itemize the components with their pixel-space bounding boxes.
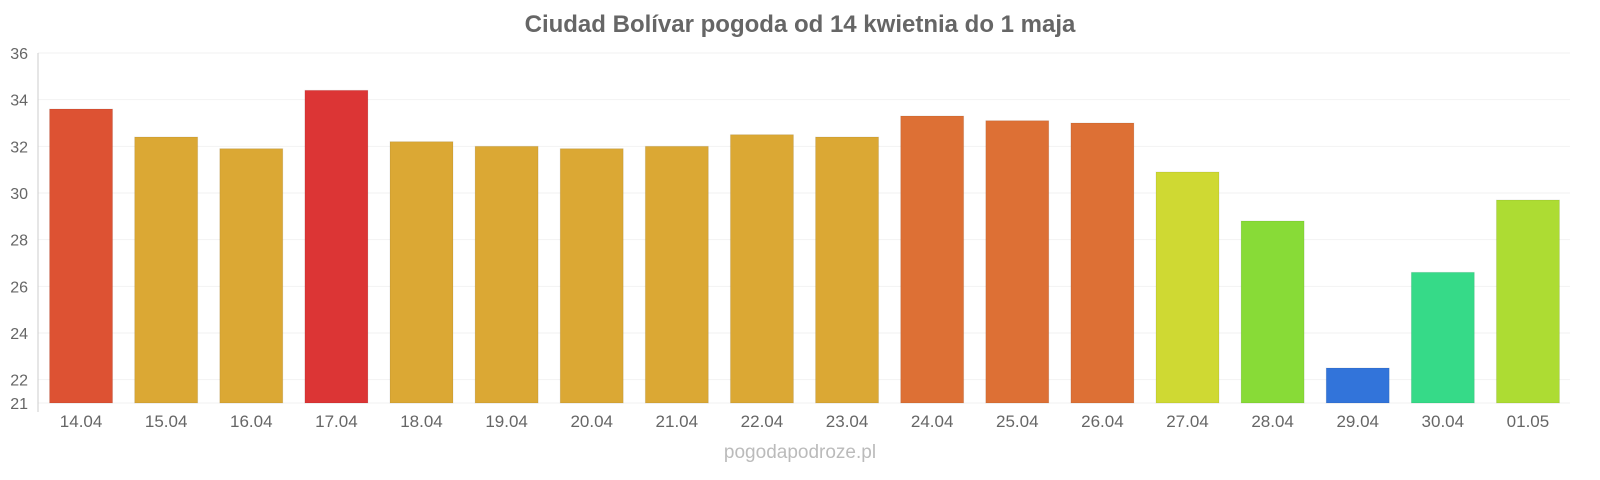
bar-30.04 xyxy=(1410,271,1475,404)
bar-01.05 xyxy=(1495,199,1560,404)
y-tick-label: 36 xyxy=(10,46,28,63)
bar-20.04 xyxy=(559,148,624,404)
bar-24.04 xyxy=(900,115,965,404)
y-tick-label: 26 xyxy=(10,279,28,296)
y-tick-label: 32 xyxy=(10,139,28,156)
x-tick-label: 25.04 xyxy=(996,412,1039,431)
chart-title: Ciudad Bolívar pogoda od 14 kwietnia do … xyxy=(525,11,1076,38)
x-tick-label: 30.04 xyxy=(1422,412,1465,431)
x-tick-label: 26.04 xyxy=(1081,412,1124,431)
bar-26.04 xyxy=(1070,122,1135,404)
x-tick-label: 29.04 xyxy=(1336,412,1379,431)
x-tick-label: 19.04 xyxy=(485,412,528,431)
y-tick-label: 24 xyxy=(10,326,28,343)
x-tick-label: 23.04 xyxy=(826,412,869,431)
bar-16.04 xyxy=(219,148,284,404)
y-tick-label: 30 xyxy=(10,186,28,203)
x-tick-label: 24.04 xyxy=(911,412,954,431)
bar-29.04 xyxy=(1325,367,1390,404)
x-tick-label: 21.04 xyxy=(656,412,699,431)
bar-17.04 xyxy=(304,89,369,404)
y-tick-label: 28 xyxy=(10,233,28,250)
x-tick-label: 15.04 xyxy=(145,412,188,431)
footer-watermark: pogodapodroze.pl xyxy=(724,442,876,463)
x-tick-label: 20.04 xyxy=(570,412,613,431)
bar-25.04 xyxy=(985,120,1050,404)
bar-21.04 xyxy=(644,145,709,404)
bar-18.04 xyxy=(389,141,454,404)
y-tick-label: 34 xyxy=(10,93,28,110)
bar-23.04 xyxy=(815,136,880,404)
bar-22.04 xyxy=(729,134,794,404)
x-tick-label: 16.04 xyxy=(230,412,273,431)
x-tick-label: 27.04 xyxy=(1166,412,1209,431)
x-tick-label: 28.04 xyxy=(1251,412,1294,431)
bar-14.04 xyxy=(49,108,114,404)
bar-28.04 xyxy=(1240,220,1305,404)
x-tick-label: 22.04 xyxy=(741,412,784,431)
bar-15.04 xyxy=(134,136,199,404)
x-tick-label: 14.04 xyxy=(60,412,103,431)
bar-19.04 xyxy=(474,145,539,404)
x-tick-label: 01.05 xyxy=(1507,412,1550,431)
y-tick-label: 21 xyxy=(10,396,28,413)
y-tick-label: 22 xyxy=(10,373,28,390)
bar-27.04 xyxy=(1155,171,1220,404)
x-tick-label: 17.04 xyxy=(315,412,358,431)
x-tick-label: 18.04 xyxy=(400,412,443,431)
